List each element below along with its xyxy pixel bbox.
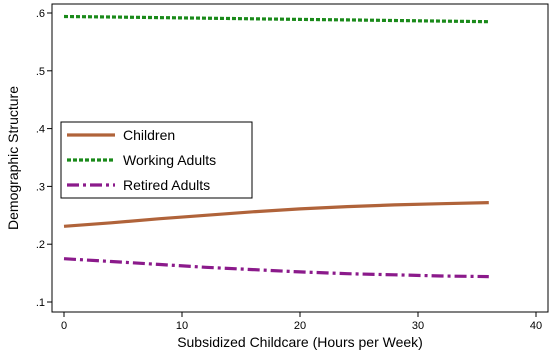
y-tick-label: .5 xyxy=(36,66,45,78)
x-axis-label: Subsidized Childcare (Hours per Week) xyxy=(177,334,423,350)
x-tick-label: 20 xyxy=(294,320,306,332)
x-tick-label: 40 xyxy=(530,320,542,332)
y-tick-label: .1 xyxy=(36,297,45,309)
series-layer xyxy=(63,14,489,279)
legend-label: Children xyxy=(123,127,175,143)
y-tick-label: .4 xyxy=(36,124,45,136)
legend-label: Retired Adults xyxy=(123,177,210,193)
x-tick-label: 30 xyxy=(412,320,424,332)
y-tick-label: .6 xyxy=(36,8,45,20)
series-line-working-adults xyxy=(63,14,489,24)
y-tick-label: .3 xyxy=(36,181,45,193)
y-axis-label: Demographic Structure xyxy=(5,86,21,230)
x-tick-label: 10 xyxy=(176,320,188,332)
series-line-retired-adults xyxy=(63,257,489,279)
x-tick-label: 0 xyxy=(61,320,67,332)
series-line-children xyxy=(63,201,489,228)
y-tick-label: .2 xyxy=(36,239,45,251)
axes: .1 .2 .3 .4 .5 .6 0 10 20 30 40 xyxy=(36,8,542,332)
legend: Children Working Adults Retired Adults xyxy=(60,121,253,199)
legend-label: Working Adults xyxy=(123,152,216,168)
